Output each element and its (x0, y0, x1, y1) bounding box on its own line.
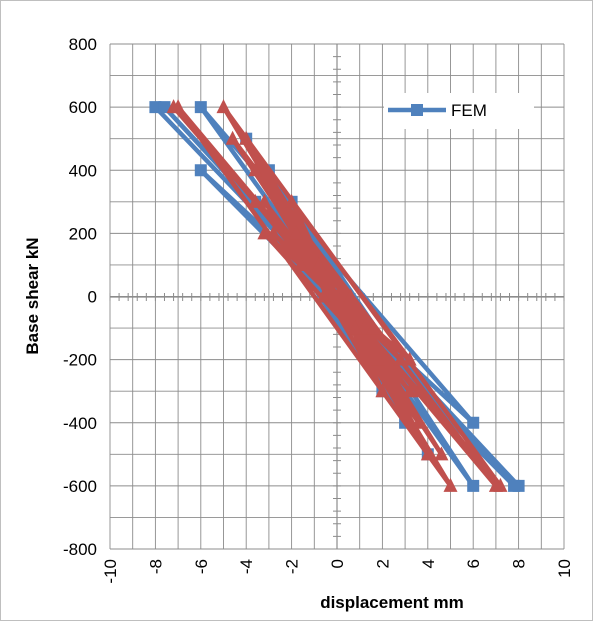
x-tick-label: 4 (419, 559, 438, 568)
y-tick-label: 200 (69, 224, 97, 243)
data-point (289, 225, 304, 240)
data-point (411, 414, 426, 429)
x-tick-label: -6 (192, 559, 211, 574)
y-tick-label: -200 (63, 351, 97, 370)
data-point (311, 256, 326, 271)
data-point (330, 288, 344, 303)
x-tick-label: -2 (283, 559, 302, 574)
series-layer (149, 99, 525, 492)
y-tick-label: 600 (69, 98, 97, 117)
data-point (158, 101, 171, 114)
data-point (420, 446, 435, 461)
data-point (348, 320, 363, 335)
legend-label-fem: FEM (451, 101, 487, 120)
data-point (434, 446, 449, 461)
data-point (225, 130, 240, 145)
data-point (366, 320, 381, 335)
x-tick-label: 2 (373, 559, 392, 568)
x-tick-label: -4 (237, 559, 256, 574)
x-axis-title: displacement mm (320, 593, 464, 612)
data-point (284, 193, 299, 208)
data-point (393, 351, 408, 366)
data-point (149, 101, 162, 114)
data-point (467, 416, 480, 429)
series-series-2 (166, 99, 508, 492)
axis-layer: 800 600 400 200 0 -200 -400 -600 -800-10 -8 -6 -4 -2… (63, 35, 574, 584)
y-tick-label: -600 (63, 477, 97, 496)
x-tick-label: 0 (328, 559, 347, 568)
data-point (257, 225, 272, 240)
data-point (216, 99, 231, 114)
legend: FEM (384, 93, 534, 129)
x-tick-label: 10 (555, 559, 574, 578)
data-point (402, 351, 417, 366)
legend-marker-fem (411, 104, 423, 116)
data-point (488, 477, 503, 492)
y-tick-label: -400 (63, 414, 97, 433)
data-point (248, 193, 263, 208)
data-point (194, 101, 207, 114)
data-point (370, 351, 385, 366)
x-tick-label: 6 (464, 559, 483, 568)
data-point (508, 479, 521, 492)
data-point (302, 256, 317, 271)
data-point (266, 225, 281, 240)
y-tick-label: 800 (69, 35, 97, 54)
x-tick-label: -8 (146, 559, 165, 574)
data-point (375, 383, 390, 398)
y-tick-label: 0 (88, 288, 97, 307)
data-point (343, 288, 358, 303)
x-tick-label: -10 (101, 559, 120, 584)
data-point (443, 477, 458, 492)
data-point (239, 130, 254, 145)
x-tick-label: 8 (510, 559, 529, 568)
data-point (402, 383, 417, 398)
y-tick-label: -800 (63, 540, 97, 559)
data-point (257, 193, 272, 208)
data-point (248, 162, 263, 177)
data-point (293, 256, 308, 271)
data-point (411, 383, 426, 398)
y-tick-label: 400 (69, 161, 97, 180)
y-axis-title: Base shear kN (23, 237, 42, 354)
data-point (316, 288, 331, 303)
data-point (171, 99, 186, 114)
data-point (194, 164, 207, 177)
data-point (467, 479, 480, 492)
data-point (357, 320, 372, 335)
